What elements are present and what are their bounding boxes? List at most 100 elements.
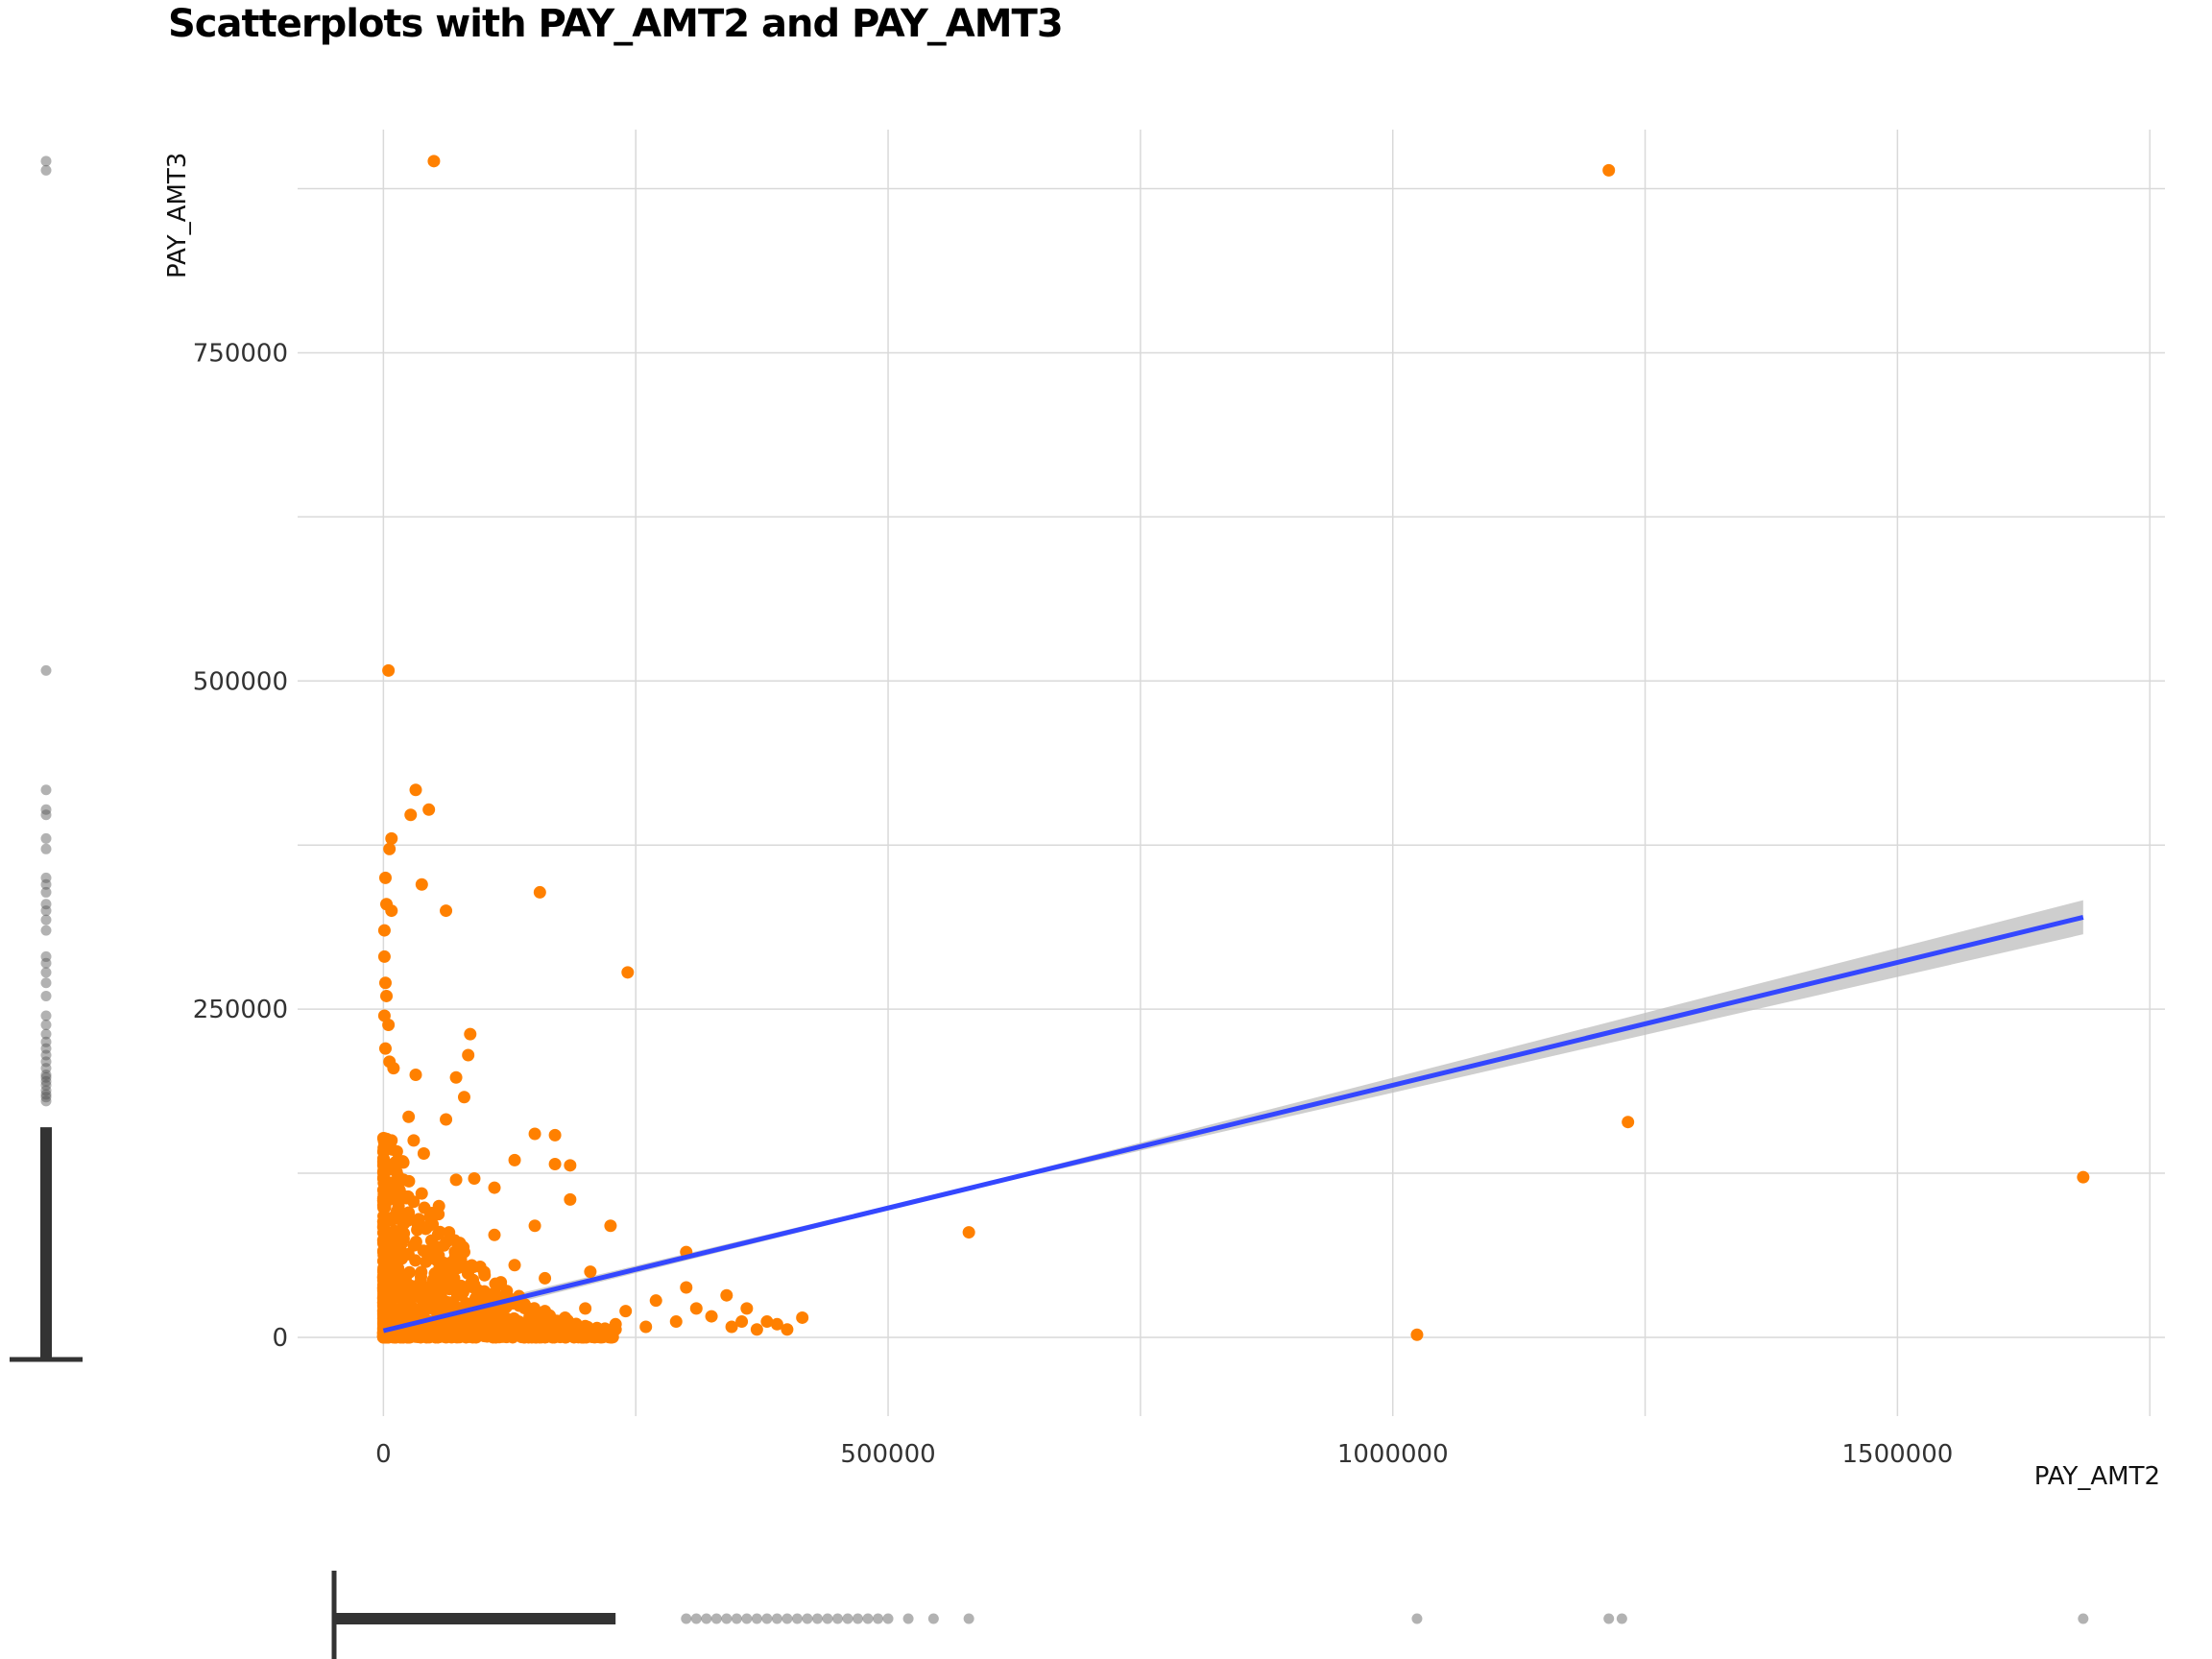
data-point	[378, 976, 392, 990]
data-point	[415, 878, 428, 891]
y-boxplot-outlier	[40, 843, 52, 854]
data-point	[548, 1128, 562, 1142]
data-point	[390, 1144, 403, 1158]
y-boxplot-outlier	[40, 905, 52, 917]
data-point	[440, 1113, 453, 1126]
y-boxplot-outlier	[40, 1010, 52, 1022]
data-point	[725, 1320, 738, 1334]
data-point	[377, 1201, 391, 1214]
marginal-y-boxplot	[10, 156, 83, 1362]
data-point	[419, 1222, 432, 1236]
y-boxplot-outlier	[40, 990, 52, 1001]
data-point	[2077, 1170, 2090, 1184]
grid-lines	[298, 130, 2165, 1416]
y-boxplot-outlier	[40, 878, 52, 890]
data-point	[528, 1219, 541, 1233]
tick-labels: 0 500000 1000000 1500000 0 250000 500000 750000	[193, 339, 1954, 1469]
x-boxplot-outlier	[882, 1613, 894, 1624]
x-tick-label: 1000000	[1337, 1440, 1449, 1469]
data-point	[539, 1271, 552, 1285]
data-point	[377, 924, 391, 937]
data-point	[621, 966, 635, 979]
x-boxplot-outlier	[902, 1613, 914, 1624]
data-point	[402, 1174, 416, 1188]
y-boxplot-outlier	[40, 1092, 52, 1103]
data-point	[499, 1330, 513, 1343]
x-boxplot-outlier	[761, 1613, 773, 1624]
x-boxplot-outlier	[1411, 1613, 1423, 1624]
data-point	[1410, 1328, 1424, 1341]
data-point	[464, 1315, 477, 1329]
scatter-points	[376, 155, 2090, 1344]
data-point	[579, 1302, 592, 1315]
data-point	[415, 1187, 428, 1200]
data-point	[639, 1320, 653, 1334]
data-point	[377, 1145, 391, 1159]
x-boxplot-outlier	[2078, 1613, 2089, 1624]
data-point	[584, 1330, 597, 1343]
y-boxplot-outlier	[40, 1036, 52, 1047]
x-boxplot-outlier	[690, 1613, 702, 1624]
data-point	[518, 1331, 532, 1344]
data-point	[457, 1091, 470, 1104]
data-point	[437, 1269, 450, 1283]
data-point	[740, 1302, 754, 1315]
y-boxplot-outlier	[40, 664, 52, 676]
y-boxplot-outlier	[40, 899, 52, 910]
data-point	[760, 1315, 774, 1329]
x-axis-label: PAY_AMT2	[2034, 1462, 2160, 1491]
data-point	[962, 1226, 975, 1239]
data-point	[387, 1192, 400, 1206]
y-boxplot-outlier	[40, 872, 52, 883]
data-point	[508, 1259, 521, 1272]
data-point	[561, 1328, 574, 1341]
x-boxplot-outlier	[781, 1613, 793, 1624]
data-point	[669, 1315, 683, 1329]
x-boxplot-outlier	[681, 1613, 692, 1624]
data-point	[424, 1322, 438, 1335]
data-point	[449, 1173, 463, 1187]
data-point	[467, 1273, 480, 1286]
y-boxplot-outlier	[40, 1079, 52, 1091]
data-point	[377, 1307, 391, 1320]
x-boxplot-outlier	[721, 1613, 733, 1624]
data-point	[377, 1235, 391, 1248]
chart-title: Scatterplots with PAY_AMT2 and PAY_AMT3	[168, 2, 1064, 46]
data-point	[489, 1277, 502, 1290]
data-point	[465, 1259, 478, 1272]
data-point	[378, 1042, 392, 1055]
y-tick-label: 750000	[193, 339, 288, 368]
data-point	[445, 1277, 458, 1290]
data-point	[381, 1331, 395, 1344]
x-boxplot-outlier	[802, 1613, 813, 1624]
y-boxplot-outlier	[40, 950, 52, 962]
data-point	[528, 1127, 541, 1141]
y-boxplot-outlier	[40, 1063, 52, 1074]
data-point	[406, 1280, 420, 1293]
data-point	[477, 1321, 491, 1334]
data-point	[407, 1134, 421, 1147]
data-point	[619, 1305, 633, 1318]
x-boxplot-outlier	[771, 1613, 782, 1624]
y-boxplot-outlier	[40, 1085, 52, 1096]
data-point	[469, 1291, 482, 1305]
data-point	[564, 1159, 577, 1172]
x-boxplot-outlier	[751, 1613, 762, 1624]
data-point	[376, 1271, 390, 1285]
y-boxplot-outlier	[40, 1089, 52, 1100]
y-boxplot-outlier	[40, 977, 52, 989]
x-boxplot-outlier	[791, 1613, 803, 1624]
data-point	[385, 904, 398, 918]
data-point	[411, 1331, 424, 1344]
x-boxplot-outlier	[822, 1613, 833, 1624]
data-point	[409, 783, 422, 797]
x-boxplot-outlier	[842, 1613, 854, 1624]
y-boxplot-outlier	[40, 1095, 52, 1107]
data-point	[513, 1299, 526, 1312]
y-boxplot-outlier	[40, 967, 52, 978]
y-boxplot-outlier	[40, 1069, 52, 1080]
data-point	[649, 1294, 662, 1308]
data-point	[464, 1027, 477, 1041]
data-point	[383, 842, 397, 855]
